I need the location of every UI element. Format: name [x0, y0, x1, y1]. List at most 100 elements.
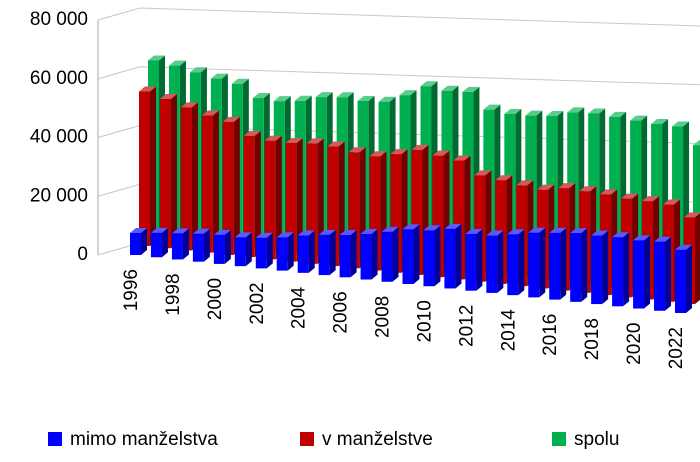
legend-swatch — [300, 432, 314, 446]
bar-top — [600, 189, 618, 195]
bar — [453, 160, 465, 280]
x-tick-label: 2008 — [373, 296, 394, 338]
bar-side — [182, 228, 189, 260]
bar — [369, 156, 381, 271]
bar-side — [686, 244, 692, 313]
bar-top — [315, 92, 333, 98]
x-tick-label: 1998 — [163, 273, 184, 315]
bar-top — [462, 86, 480, 92]
bar-top — [348, 147, 366, 153]
bar-top — [444, 223, 462, 229]
bar — [130, 232, 141, 255]
bar-top — [210, 73, 228, 79]
bar-side — [296, 137, 303, 262]
bar-top — [222, 116, 240, 122]
bar-side — [392, 226, 399, 282]
bar-top — [486, 230, 504, 236]
x-tick-label: 2000 — [205, 278, 226, 320]
bar-top — [255, 232, 273, 238]
bar-top — [528, 227, 546, 233]
bar-top — [273, 96, 291, 102]
bar — [549, 232, 561, 300]
bar-side — [203, 228, 210, 262]
bar-top — [276, 232, 294, 238]
x-tick-label: 2014 — [498, 309, 519, 352]
bar — [318, 234, 330, 276]
bar-top — [360, 229, 378, 235]
bar-side — [233, 116, 240, 255]
bar — [633, 240, 645, 309]
bar — [474, 175, 486, 282]
bar-top — [516, 180, 534, 186]
bar-top — [483, 104, 501, 110]
y-tick-label: 20 000 — [30, 185, 88, 206]
bar — [423, 230, 435, 287]
bar-top — [148, 55, 165, 61]
bar — [507, 234, 519, 296]
bar-side — [254, 130, 261, 258]
bar — [213, 234, 225, 264]
bar-side — [434, 225, 441, 287]
bar-side — [581, 228, 588, 302]
bar-side — [695, 213, 700, 304]
bar-top — [201, 110, 219, 116]
bar-side — [224, 229, 231, 264]
bar — [201, 115, 213, 253]
y-tick-label: 60 000 — [30, 68, 88, 89]
bar-top — [192, 228, 210, 234]
bar-top — [654, 236, 672, 242]
bar-side — [518, 229, 525, 296]
bar-top — [390, 149, 408, 155]
bar-top — [567, 107, 585, 113]
bar-top — [423, 225, 441, 231]
bar-side — [245, 232, 252, 267]
bar-top — [651, 118, 669, 124]
bar-side — [371, 229, 378, 280]
bar — [180, 107, 192, 251]
bar-side — [455, 223, 462, 289]
bar-top — [504, 108, 522, 114]
legend-label: spolu — [574, 429, 619, 450]
bar — [465, 233, 477, 291]
bar-top — [252, 93, 270, 99]
x-tick-label: 2002 — [247, 282, 268, 324]
bar-top — [264, 135, 282, 141]
bar-top — [180, 102, 198, 108]
bar-top — [591, 230, 609, 236]
bar-side — [275, 135, 282, 260]
bar — [390, 154, 402, 273]
bar-top — [297, 230, 315, 236]
bar-top — [420, 81, 438, 87]
bar — [402, 229, 414, 284]
bar-side — [665, 236, 672, 311]
bar — [264, 140, 276, 260]
bar-top — [684, 212, 700, 218]
bar — [348, 152, 360, 269]
bar — [339, 235, 351, 278]
legend-swatch — [48, 432, 62, 446]
bar-top — [234, 232, 252, 238]
bar-side — [170, 94, 177, 249]
bar-side — [150, 86, 156, 246]
bar-side — [413, 224, 420, 284]
bar-top — [633, 235, 651, 241]
bar-top — [570, 228, 588, 234]
bar — [654, 241, 666, 311]
bar-top — [432, 150, 450, 156]
bar-side — [623, 232, 630, 307]
bar-top — [549, 227, 567, 233]
bar-side — [161, 227, 168, 258]
x-tick-label: 2012 — [456, 305, 477, 347]
bar — [255, 237, 267, 269]
x-tick-label: 1996 — [121, 269, 142, 311]
bar — [432, 155, 444, 278]
bar-side — [497, 230, 504, 293]
bar-top — [558, 183, 576, 189]
legend-swatch — [552, 432, 566, 446]
bar-top — [441, 85, 459, 91]
bar-top — [588, 108, 606, 114]
bar-top — [474, 170, 492, 176]
bar-top — [369, 151, 387, 157]
bar-top — [675, 244, 692, 250]
x-tick-label: 2006 — [331, 291, 352, 333]
